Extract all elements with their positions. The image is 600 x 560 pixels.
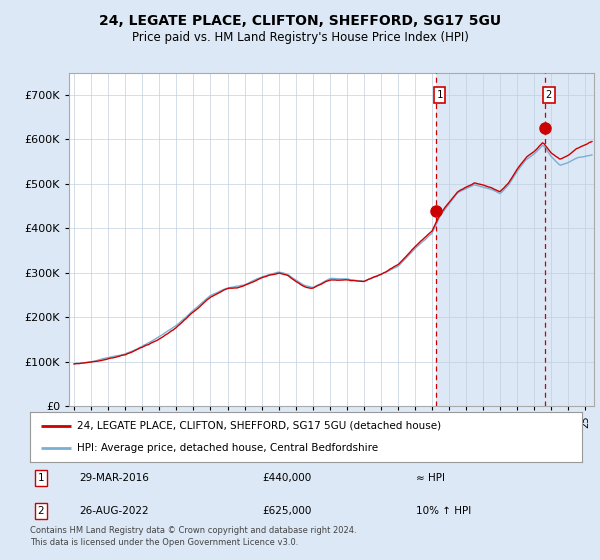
Text: 24, LEGATE PLACE, CLIFTON, SHEFFORD, SG17 5GU (detached house): 24, LEGATE PLACE, CLIFTON, SHEFFORD, SG1… (77, 421, 441, 431)
Text: HPI: Average price, detached house, Central Bedfordshire: HPI: Average price, detached house, Cent… (77, 443, 378, 453)
Text: 1: 1 (38, 473, 44, 483)
Text: 2: 2 (38, 506, 44, 516)
Text: 2: 2 (546, 90, 552, 100)
Text: £440,000: £440,000 (262, 473, 311, 483)
Text: 10% ↑ HPI: 10% ↑ HPI (416, 506, 472, 516)
Text: 26-AUG-2022: 26-AUG-2022 (80, 506, 149, 516)
Text: 1: 1 (436, 90, 443, 100)
Text: 29-MAR-2016: 29-MAR-2016 (80, 473, 149, 483)
Text: 24, LEGATE PLACE, CLIFTON, SHEFFORD, SG17 5GU: 24, LEGATE PLACE, CLIFTON, SHEFFORD, SG1… (99, 14, 501, 28)
Text: £625,000: £625,000 (262, 506, 311, 516)
Text: Price paid vs. HM Land Registry's House Price Index (HPI): Price paid vs. HM Land Registry's House … (131, 31, 469, 44)
Text: Contains HM Land Registry data © Crown copyright and database right 2024.
This d: Contains HM Land Registry data © Crown c… (30, 526, 356, 547)
Text: ≈ HPI: ≈ HPI (416, 473, 445, 483)
Bar (436, 73, 600, 406)
